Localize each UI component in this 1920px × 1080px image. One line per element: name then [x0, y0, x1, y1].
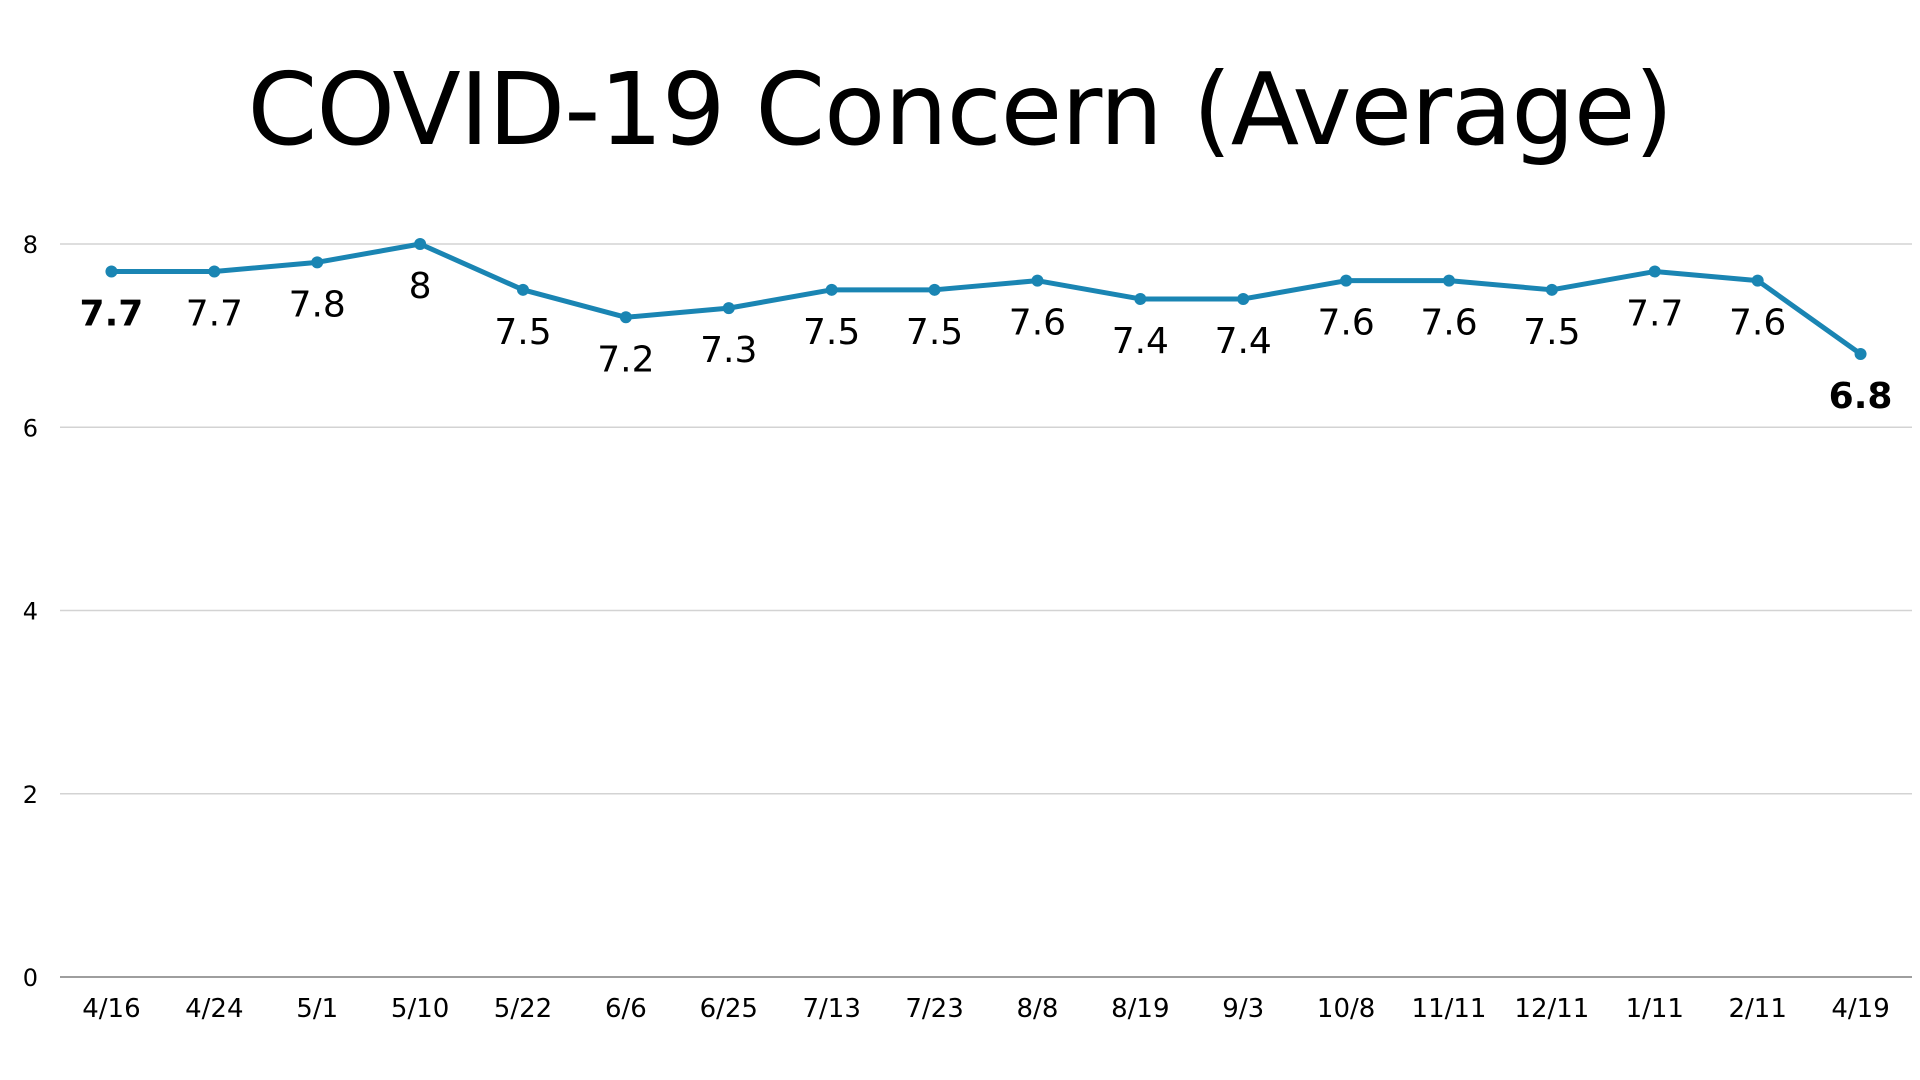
data-point	[311, 256, 324, 269]
series-line	[108, 241, 1864, 357]
x-tick-label: 5/10	[391, 994, 449, 1024]
x-tick-label: 4/19	[1831, 994, 1889, 1024]
x-tick-label: 4/24	[185, 994, 243, 1024]
y-axis: 0 2 4 6 8	[23, 231, 38, 992]
data-point	[414, 238, 427, 250]
data-label: 7.3	[700, 330, 757, 371]
data-point	[105, 265, 118, 278]
data-label: 7.4	[1112, 321, 1169, 362]
data-point	[1545, 283, 1558, 296]
data-point	[722, 302, 735, 315]
data-label: 7.7	[80, 293, 144, 334]
data-point	[1443, 274, 1455, 287]
data-label: 7.4	[1215, 321, 1272, 362]
x-tick-label: 5/1	[296, 994, 338, 1024]
data-point	[1648, 265, 1661, 278]
x-axis: 4/16 4/24 5/1 5/10 5/22 6/6 6/25 7/13 7/23 8/8 8/1…	[82, 994, 1890, 1024]
data-label: 7.7	[186, 293, 243, 334]
data-label: 7.5	[803, 312, 860, 353]
x-tick-label: 7/13	[802, 994, 860, 1024]
data-label: 7.5	[1523, 312, 1580, 353]
x-tick-label: 10/8	[1317, 994, 1375, 1024]
data-point	[1340, 274, 1353, 287]
data-point	[1237, 292, 1250, 305]
data-label: 7.2	[597, 339, 654, 380]
data-label: 7.6	[1420, 303, 1477, 344]
data-point	[517, 283, 529, 296]
x-tick-label: 8/8	[1017, 994, 1059, 1024]
x-tick-label: 12/11	[1514, 994, 1589, 1024]
data-label: 6.8	[1829, 376, 1893, 417]
y-tick-label: 2	[23, 781, 38, 809]
data-label: 7.5	[906, 312, 963, 353]
data-point	[825, 283, 838, 296]
x-tick-label: 6/25	[700, 994, 758, 1024]
data-label: 7.6	[1009, 303, 1066, 344]
x-tick-label: 7/23	[905, 994, 963, 1024]
x-tick-label: 2/11	[1728, 994, 1786, 1024]
data-label: 7.6	[1317, 303, 1374, 344]
data-point	[928, 283, 941, 296]
data-point	[1751, 274, 1764, 287]
series-layer	[105, 238, 1867, 360]
data-label: 7.7	[1626, 293, 1683, 334]
y-tick-label: 8	[23, 231, 38, 259]
x-tick-label: 5/22	[494, 994, 552, 1024]
x-tick-label: 6/6	[605, 994, 647, 1024]
y-tick-label: 4	[23, 598, 38, 626]
data-point	[1031, 274, 1044, 287]
data-label: 7.8	[289, 284, 346, 325]
data-point	[1854, 347, 1867, 360]
x-tick-label: 4/16	[82, 994, 140, 1024]
data-point	[619, 311, 632, 324]
y-tick-label: 6	[23, 414, 38, 442]
data-label: 7.6	[1729, 303, 1786, 344]
y-tick-label: 0	[23, 964, 38, 992]
data-label-layer: 7.7 7.7 7.8 8 7.5 7.2 7.3 7.5 7.5 7.6 7.4 7.4 7.6 7.6…	[80, 266, 1893, 417]
data-label: 7.5	[494, 312, 551, 353]
data-point	[208, 265, 221, 278]
grid-layer	[60, 243, 1912, 978]
chart-title: COVID-19 Concern (Average)	[247, 51, 1674, 168]
data-label: 8	[409, 266, 432, 307]
x-tick-label: 9/3	[1222, 994, 1264, 1024]
x-tick-label: 8/19	[1111, 994, 1169, 1024]
x-tick-label: 1/11	[1626, 994, 1684, 1024]
data-point	[1134, 292, 1147, 305]
x-tick-label: 11/11	[1412, 994, 1487, 1024]
